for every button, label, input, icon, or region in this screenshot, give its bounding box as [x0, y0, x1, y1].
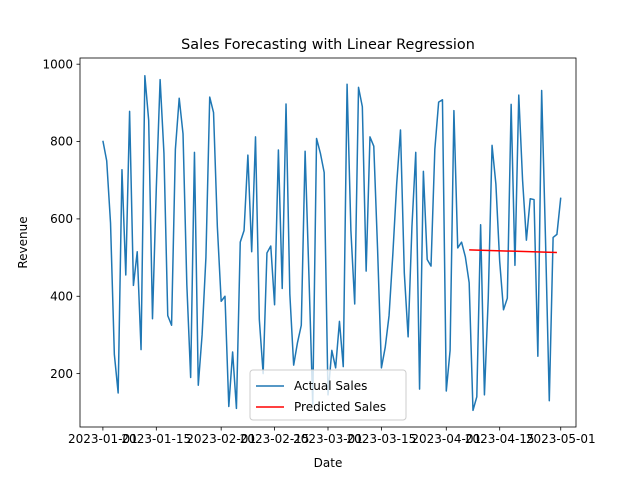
y-axis: 200 400 600 800 1000: [42, 57, 80, 381]
x-tick-label: 2023-03-01: [293, 432, 363, 446]
legend-label-actual: Actual Sales: [294, 379, 367, 393]
x-axis: 2023-01-012023-01-152023-02-012023-02-15…: [68, 427, 596, 446]
y-tick-label: 600: [50, 212, 73, 226]
y-axis-label: Revenue: [16, 216, 30, 268]
series-line-actual-sales: [102, 75, 562, 412]
series-layer: [102, 75, 562, 412]
legend-box: [249, 369, 407, 421]
x-tick-label: 2023-02-15: [240, 432, 310, 446]
y-tick-label: 200: [50, 367, 73, 381]
x-tick-label: 2023-01-01: [68, 432, 138, 446]
chart-title: Sales Forecasting with Linear Regression: [181, 37, 475, 53]
y-tick-label: 800: [50, 135, 73, 149]
x-tick-label: 2023-04-01: [411, 432, 481, 446]
x-tick-label: 2023-03-15: [347, 432, 417, 446]
legend-label-predicted: Predicted Sales: [294, 400, 386, 414]
x-axis-label: Date: [314, 456, 343, 470]
x-tick-label: 2023-04-15: [465, 432, 535, 446]
x-tick-label: 2023-02-01: [186, 432, 256, 446]
x-tick-label: 2023-05-01: [526, 432, 596, 446]
x-tick-label: 2023-01-15: [121, 432, 191, 446]
y-tick-label: 400: [50, 289, 73, 303]
series-line-predicted-sales: [469, 249, 557, 254]
legend: Actual Sales Predicted Sales: [249, 369, 407, 421]
y-tick-label: 1000: [42, 57, 73, 71]
